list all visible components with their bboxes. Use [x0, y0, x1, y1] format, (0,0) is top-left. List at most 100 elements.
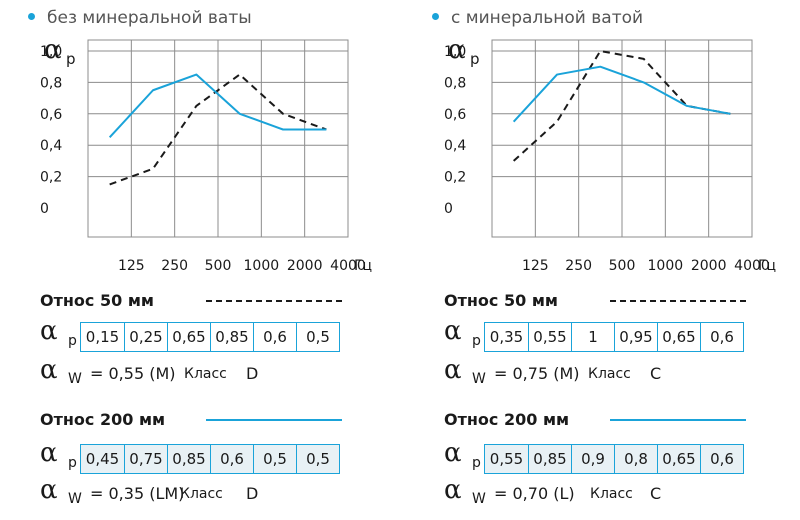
x-tick-label: 4000 — [734, 258, 770, 274]
y-axis-symbol: α — [44, 35, 62, 65]
x-tick-label: 4000 — [330, 258, 366, 274]
value-cell: 0,6 — [700, 323, 743, 351]
value-cell: 0,85 — [528, 445, 571, 473]
value-cell: 0,85 — [210, 323, 253, 351]
alpha-subscript: p — [68, 333, 77, 349]
class-word: Класс — [590, 486, 633, 502]
values-table-200: 0,45 0,75 0,85 0,6 0,5 0,5 — [80, 444, 340, 474]
value-cell: 0,9 — [571, 445, 614, 473]
alpha-symbol: α — [40, 475, 58, 505]
class-word: Класс — [180, 486, 223, 502]
alpha-subscript: p — [68, 455, 77, 471]
x-unit-label: Гц — [758, 258, 776, 274]
value-cell: 0,95 — [614, 323, 657, 351]
value-cell: 0,6 — [253, 323, 296, 351]
alpha-w-subscript: W — [472, 371, 486, 387]
alpha-w-value: = 0,35 (LM) — [90, 484, 185, 503]
x-tick-label: 250 — [565, 258, 592, 274]
x-tick-label: 125 — [118, 258, 145, 274]
x-tick-label: 250 — [161, 258, 188, 274]
x-tick-label: 500 — [609, 258, 636, 274]
value-cell: 0,6 — [210, 445, 253, 473]
y-tick-label: 0,8 — [444, 75, 466, 91]
x-unit-label: Гц — [354, 258, 372, 274]
alpha-subscript: p — [472, 455, 481, 471]
alpha-symbol: α — [40, 355, 58, 385]
x-tick-label: 500 — [205, 258, 232, 274]
alpha-w-value: = 0,75 (M) — [494, 364, 580, 383]
x-tick-label: 1000 — [648, 258, 684, 274]
class-word: Класс — [588, 366, 631, 382]
y-tick-label: 0,8 — [40, 75, 62, 91]
alpha-symbol: α — [444, 475, 462, 505]
y-axis-subscript: p — [470, 50, 480, 68]
value-cell: 0,65 — [657, 323, 700, 351]
value-cell: 0,8 — [614, 445, 657, 473]
class-value: C — [650, 484, 662, 503]
series-line-50mm — [109, 73, 327, 186]
value-cell: 0,55 — [528, 323, 571, 351]
y-tick-label: 1,0 — [444, 44, 466, 60]
x-tick-label: 1000 — [244, 258, 280, 274]
value-cell: 0,5 — [296, 445, 339, 473]
heading-text: без минеральной ваты — [47, 8, 252, 28]
y-tick-label: 0,4 — [444, 138, 466, 154]
alpha-w-subscript: W — [68, 371, 82, 387]
y-tick-label: 0,2 — [40, 170, 62, 186]
values-table-200: 0,55 0,85 0,9 0,8 0,65 0,6 — [484, 444, 744, 474]
class-value: D — [246, 364, 259, 383]
y-tick-label: 0,2 — [444, 170, 466, 186]
table-label-50: Относ 50 мм — [444, 291, 558, 310]
alpha-symbol: α — [40, 316, 58, 346]
class-word: Класс — [184, 366, 227, 382]
value-cell: 0,45 — [81, 445, 124, 473]
y-tick-label: 0 — [40, 201, 49, 217]
value-cell: 0,65 — [167, 323, 210, 351]
value-cell: 0,65 — [657, 445, 700, 473]
value-cell: 0,6 — [700, 445, 743, 473]
class-value: C — [650, 364, 662, 383]
y-tick-label: 0 — [444, 201, 453, 217]
alpha-symbol: α — [444, 438, 462, 468]
y-tick-label: 1,0 — [40, 44, 62, 60]
value-cell: 0,75 — [124, 445, 167, 473]
alpha-w-value: = 0,70 (L) — [494, 484, 575, 503]
table-label-200: Относ 200 мм — [444, 410, 570, 429]
alpha-symbol: α — [444, 316, 462, 346]
y-axis-subscript: p — [66, 50, 76, 68]
bullet-icon — [28, 12, 35, 20]
value-cell: 0,55 — [485, 445, 528, 473]
value-cell: 1 — [571, 323, 614, 351]
series-line-200mm — [108, 73, 327, 139]
alpha-symbol: α — [444, 355, 462, 385]
value-cell: 0,25 — [124, 323, 167, 351]
alpha-symbol: α — [40, 438, 58, 468]
value-cell: 0,5 — [253, 445, 296, 473]
class-value: D — [246, 484, 259, 503]
legend-solid-line — [610, 419, 746, 421]
y-tick-label: 0,6 — [40, 107, 62, 123]
alpha-w-subscript: W — [68, 491, 82, 507]
table-label-50: Относ 50 мм — [40, 291, 154, 310]
panel-heading: с минеральной ватой — [432, 8, 643, 28]
x-tick-label: 2000 — [691, 258, 727, 274]
table-label-200: Относ 200 мм — [40, 410, 166, 429]
value-cell: 0,35 — [489, 328, 524, 346]
alpha-w-value: = 0,55 (M) — [90, 364, 176, 383]
panel-heading: без минеральной ваты — [28, 8, 252, 28]
alpha-subscript: p — [472, 333, 481, 349]
x-tick-label: 125 — [522, 258, 549, 274]
y-tick-label: 0,4 — [40, 138, 62, 154]
legend-dashed-line — [206, 300, 342, 302]
heading-text: с минеральной ватой — [451, 8, 644, 28]
values-table-50: 0,15 0,25 0,65 0,85 0,6 0,5 — [80, 322, 340, 352]
series-line-200mm — [512, 65, 731, 123]
panel-without-mineral-wool: без минеральной ваты 0 0,2 0,4 0,6 0,8 1,0 125… — [28, 8, 372, 507]
x-tick-label: 2000 — [287, 258, 323, 274]
values-table-50: 0,35 0,55 1 0,95 0,65 0,6 — [484, 322, 744, 352]
value-cell: 0,5 — [296, 323, 339, 351]
panel-with-mineral-wool: с минеральной ватой 0 0,2 0,4 0,6 0,8 1,0 125 2… — [404, 0, 800, 520]
value-cell: 0,15 — [85, 328, 120, 346]
